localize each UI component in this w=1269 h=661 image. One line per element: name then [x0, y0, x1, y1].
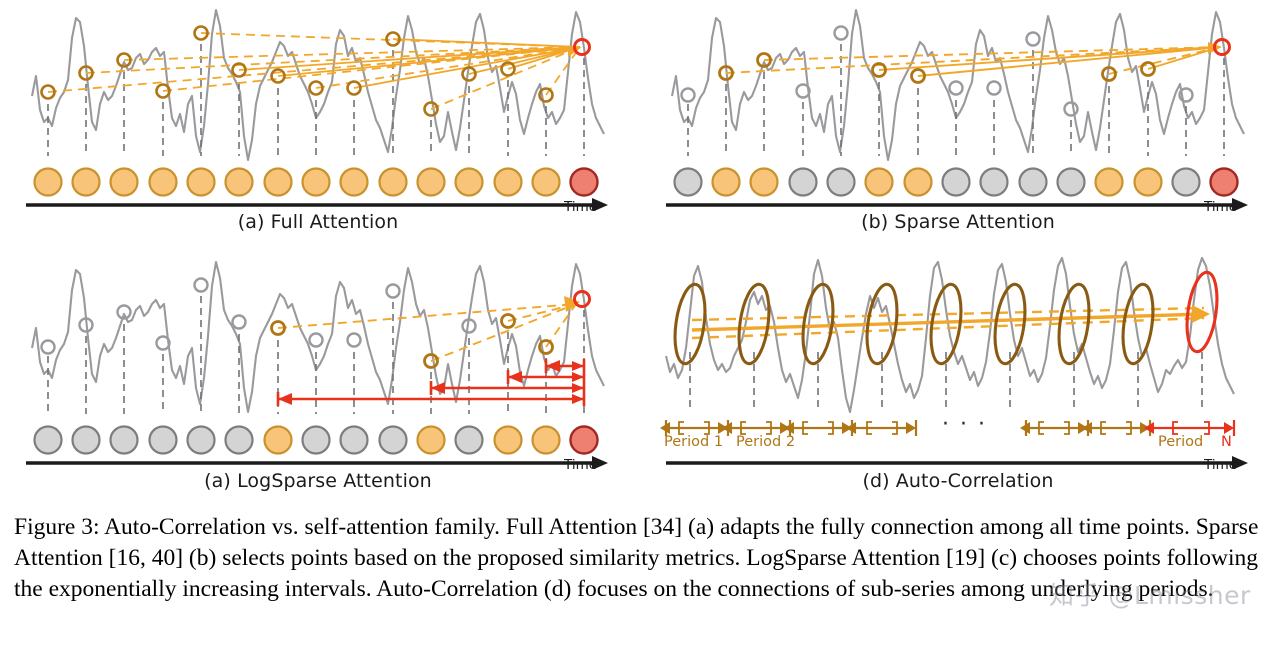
panel-d-period-brackets: [660, 420, 1152, 436]
period-n-label-prefix: Period: [1158, 434, 1204, 450]
panel-b-unselected-markers: [680, 25, 1194, 117]
panel-a-plot: [26, 8, 608, 210]
panel-full-attention: Time (a) Full Attention: [8, 0, 628, 250]
panel-c-attention-links: [277, 296, 580, 362]
panel-c-caption: (a) LogSparse Attention: [204, 470, 432, 492]
panel-a-drop-lines: [47, 44, 585, 156]
panel-a-attention-links: [47, 32, 582, 110]
panel-a-tokens: [33, 167, 599, 197]
panel-d-timeseries: [664, 256, 1235, 414]
panel-b-selected-markers: [718, 38, 1231, 84]
panel-d-time-axis: [666, 456, 1248, 468]
panel-b-time-axis: [666, 198, 1248, 210]
panel-c-drop-lines: [47, 296, 585, 414]
panel-d-plot: [660, 256, 1248, 468]
period-1-label: Period 1: [664, 434, 724, 450]
panel-a-timeseries: [30, 8, 605, 162]
time-axis-label-d: Time: [1204, 457, 1238, 473]
panel-d-highlight-period-bracket: [1144, 420, 1236, 436]
panel-c-tokens: [33, 425, 599, 455]
panel-d-subseries-ellipses: [673, 270, 1219, 366]
panel-c-timeseries: [30, 260, 605, 414]
period-ellipsis: · · ·: [942, 412, 987, 437]
period-n-label-suffix: N: [1221, 434, 1232, 450]
panel-d-drop-lines: [689, 352, 1203, 407]
panel-d-correlation-links: [691, 305, 1210, 340]
panel-b-caption: (b) Sparse Attention: [861, 211, 1055, 233]
panel-c-log-interval-arrows: [276, 359, 586, 406]
panel-b-plot: [666, 8, 1248, 210]
panel-b-attention-links: [725, 42, 1222, 77]
panel-b-drop-lines: [687, 44, 1225, 156]
panel-c-unselected-markers: [40, 277, 477, 355]
panel-a-sample-markers: [40, 25, 591, 117]
time-axis-label-a: Time: [564, 199, 598, 215]
panel-a-caption: (a) Full Attention: [237, 211, 399, 233]
panel-grid: Time (a) Full Attention: [8, 0, 1268, 502]
panel-auto-correlation: Period 1 Period 2 · · · Period N Time (d…: [648, 252, 1268, 502]
time-axis-label-c: Time: [564, 457, 598, 473]
panel-c-selected-markers: [270, 290, 591, 369]
figure-caption: Figure 3: Auto-Correlation vs. self-atte…: [14, 514, 1259, 602]
panel-b-tokens: [673, 167, 1239, 197]
panel-a-time-axis: [26, 198, 608, 210]
panel-b-timeseries: [670, 8, 1245, 162]
panel-c-time-axis: [26, 456, 608, 468]
panel-d-caption: (d) Auto-Correlation: [862, 470, 1054, 492]
time-axis-label-b: Time: [1204, 199, 1238, 215]
period-2-label: Period 2: [736, 434, 796, 450]
panel-c-plot: [26, 260, 608, 468]
panel-logsparse-attention: Time (a) LogSparse Attention: [8, 252, 628, 502]
panel-sparse-attention: Time (b) Sparse Attention: [648, 0, 1268, 250]
